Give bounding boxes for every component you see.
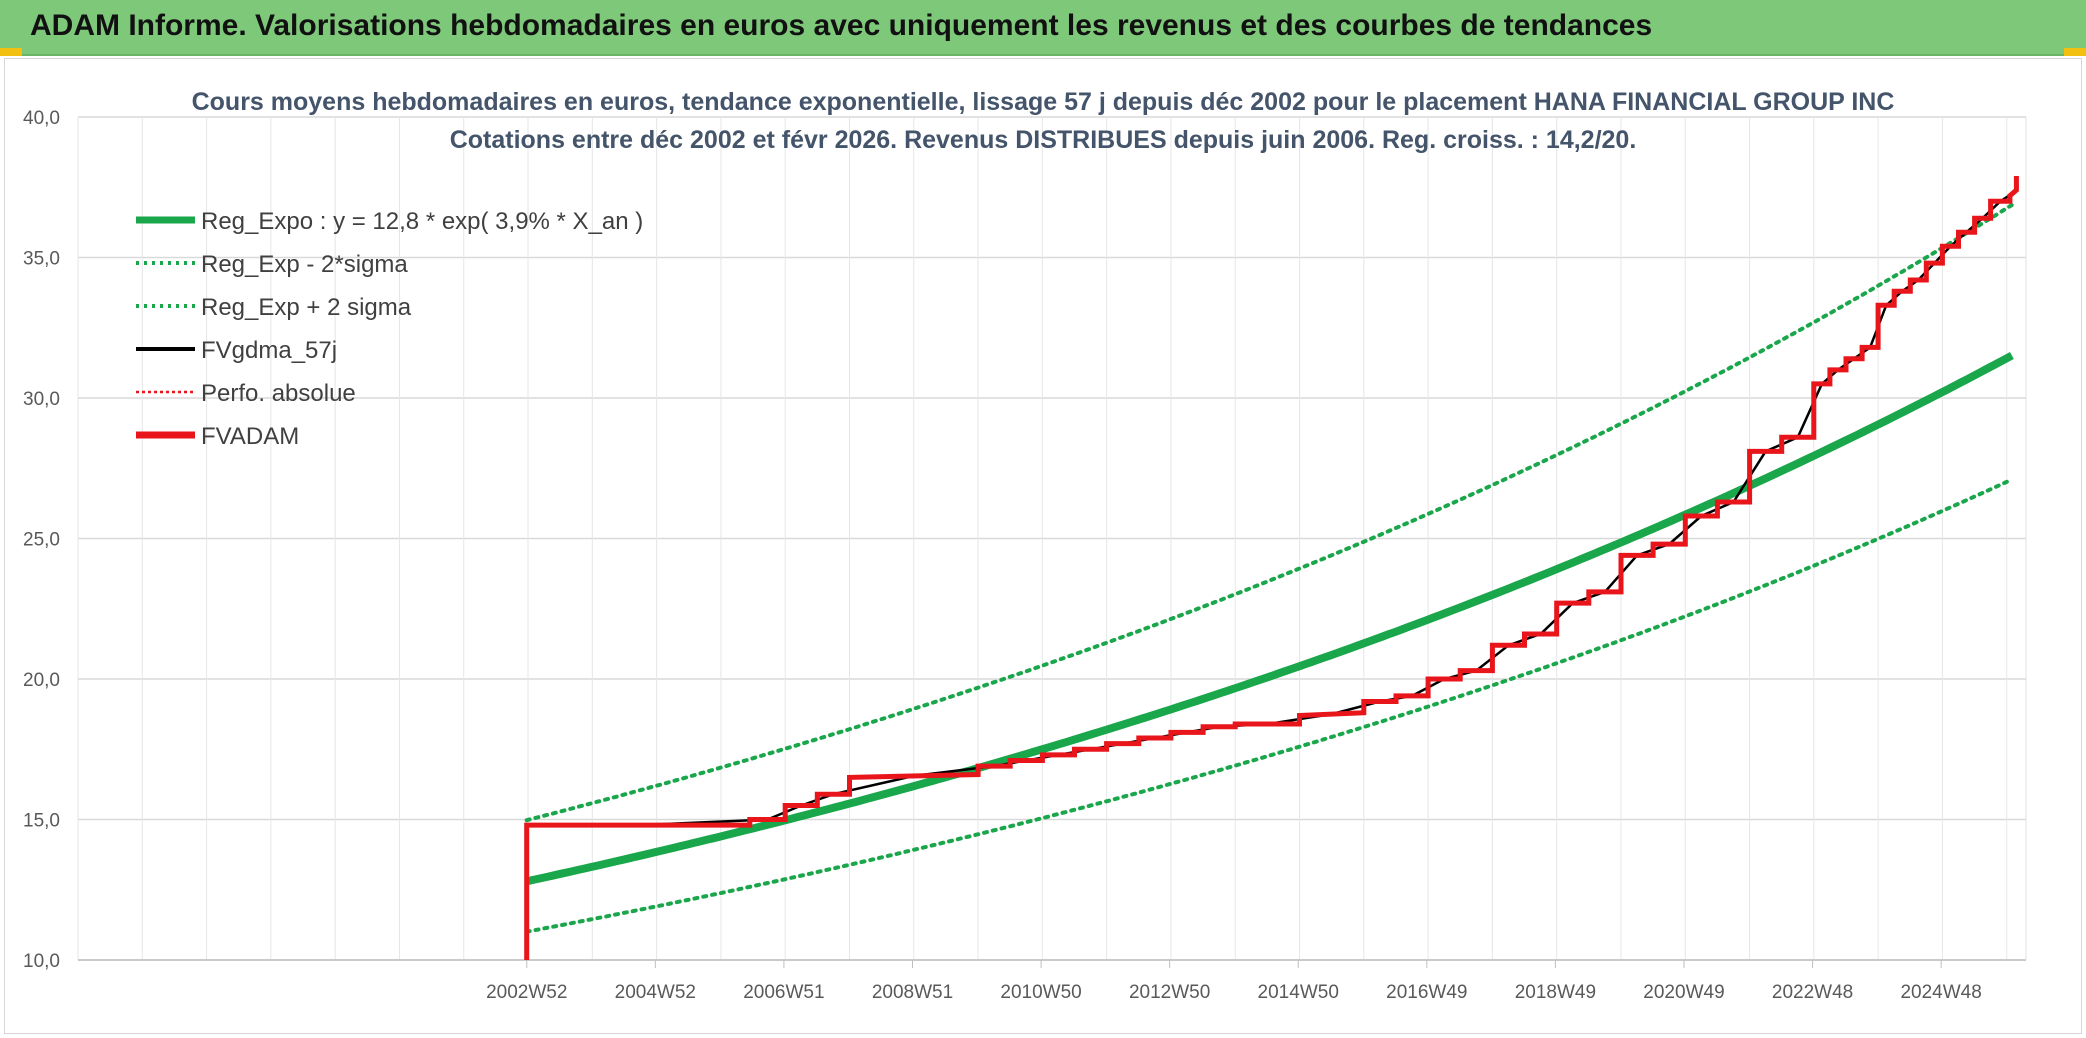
y-tick-label: 15,0	[23, 811, 60, 832]
y-tick-label: 25,0	[23, 530, 60, 551]
chart-title-line: Cotations entre déc 2002 et févr 2026. R…	[450, 126, 1637, 154]
x-tick-label: 2022W48	[1772, 982, 1853, 1003]
x-tick-label: 2014W50	[1258, 982, 1339, 1003]
legend-label: Reg_Exp - 2*sigma	[201, 251, 408, 278]
y-axis-ticks: 10,0 15,0 20,0 25,0 30,0 35,0 40,0	[23, 108, 60, 972]
x-tick-label: 2004W52	[615, 982, 696, 1003]
banner-corner-right	[2064, 48, 2086, 56]
y-tick-label: 10,0	[23, 951, 60, 972]
x-tick-label: 2012W50	[1129, 982, 1210, 1003]
series-reg-minus-2sigma	[524, 477, 2014, 934]
legend-label: Perfo. absolue	[201, 380, 356, 407]
legend-label: Reg_Expo : y = 12,8 * exp( 3,9% * X_an )	[201, 208, 643, 235]
y-tick-label: 35,0	[23, 249, 60, 270]
legend-label: FVgdma_57j	[201, 337, 337, 364]
report-title: ADAM Informe. Valorisations hebdomadaire…	[30, 9, 1653, 42]
series-reg-expo	[525, 351, 2014, 886]
x-tick-label: 2010W50	[1000, 982, 1081, 1003]
legend-label: FVADAM	[201, 423, 299, 450]
x-tick-label: 2002W52	[486, 982, 567, 1003]
series-fvgdma-57j	[638, 191, 2014, 827]
x-tick-label: 2018W49	[1515, 982, 1596, 1003]
chart-frame	[4, 58, 2082, 1034]
x-tick-label: 2020W49	[1643, 982, 1724, 1003]
y-tick-label: 20,0	[23, 670, 60, 691]
legend-label: Reg_Exp + 2 sigma	[201, 294, 412, 321]
chart-title-line: Cours moyens hebdomadaires en euros, ten…	[192, 88, 1895, 116]
chart-grid	[77, 116, 2027, 961]
x-tick-label: 2016W49	[1386, 982, 1467, 1003]
y-tick-label: 40,0	[23, 108, 60, 129]
report-banner: ADAM Informe. Valorisations hebdomadaire…	[0, 0, 2086, 56]
chart-series	[524, 176, 2019, 960]
y-tick-label: 30,0	[23, 389, 60, 410]
x-tick-label: 2024W48	[1900, 982, 1981, 1003]
chart-legend: Reg_Expo : y = 12,8 * exp( 3,9% * X_an )…	[136, 208, 643, 450]
series-fvadam	[524, 176, 2019, 960]
series-reg-plus-2sigma	[524, 203, 2014, 823]
x-tick-label: 2008W51	[872, 982, 953, 1003]
banner-corner-left	[0, 48, 22, 56]
chart-title: Cours moyens hebdomadaires en euros, ten…	[192, 88, 1895, 154]
x-axis-ticks: 2002W52 2004W52 2006W51 2008W51 2010W50 2012W…	[486, 960, 1982, 1003]
x-tick-label: 2006W51	[743, 982, 824, 1003]
